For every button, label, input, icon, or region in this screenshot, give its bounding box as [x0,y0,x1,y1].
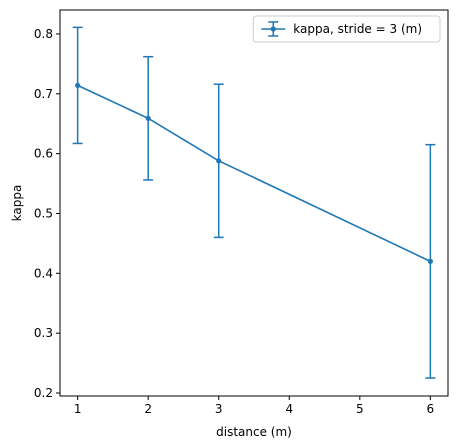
plot-marks [72,26,436,379]
x-axis: 1 2 3 4 5 6 [74,396,434,416]
x-tick-label: 6 [427,402,435,416]
y-axis-label: kappa [10,185,24,222]
legend-marker [270,26,276,32]
y-tick-label: 0.7 [34,87,53,101]
y-tick-label: 0.3 [34,326,53,340]
data-point [216,158,222,164]
x-tick-label: 5 [356,402,364,416]
legend: kappa, stride = 3 (m) [252,15,441,43]
legend-box [252,15,441,43]
legend-symbol [261,21,286,37]
y-axis: 0.2 0.3 0.4 0.5 0.6 0.7 0.8 [34,27,60,400]
x-tick-label: 3 [215,402,223,416]
y-tick-label: 0.8 [34,27,53,41]
legend-entry-label: kappa, stride = 3 (m) [293,22,422,36]
y-tick-label: 0.4 [34,266,53,280]
data-point [75,82,81,89]
y-tick-label: 0.2 [34,386,53,400]
x-tick-label: 4 [285,402,293,416]
y-tick-label: 0.6 [34,147,53,161]
data-point [145,115,151,121]
plot-frame [59,9,449,397]
series-line [77,84,431,263]
x-tick-label: 2 [144,402,152,416]
x-tick-label: 1 [74,402,82,416]
y-tick-label: 0.5 [34,206,53,220]
data-point [427,258,433,264]
x-axis-label: distance (m) [216,425,292,439]
